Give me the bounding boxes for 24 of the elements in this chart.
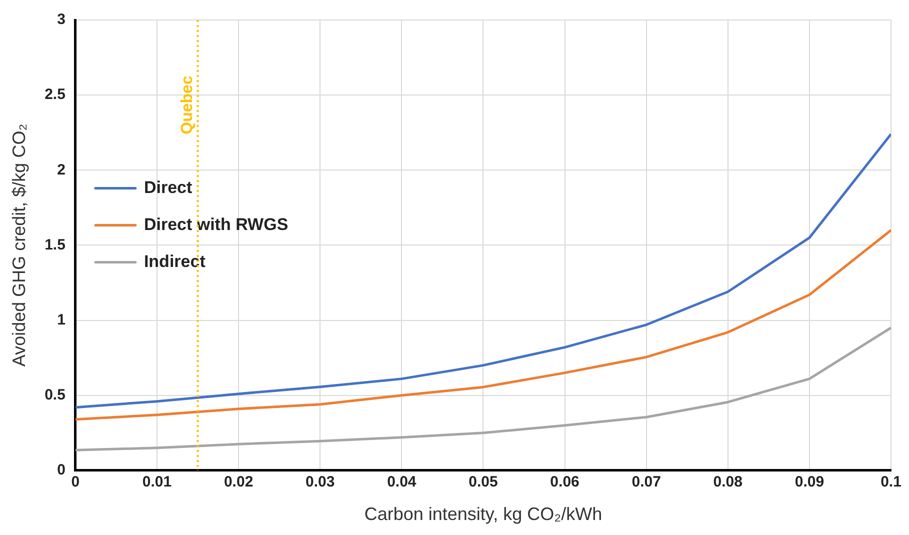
legend-label: Direct	[144, 178, 192, 197]
y-tick-label: 1.5	[44, 236, 66, 254]
y-tick-label: 0	[57, 462, 66, 479]
x-tick-label: 0.08	[713, 474, 742, 491]
x-tick-label: 0	[71, 474, 80, 491]
x-tick-label: 0.09	[794, 474, 824, 491]
x-tick-label: 0.05	[468, 474, 498, 491]
x-tick-label: 0.1	[880, 474, 902, 491]
x-tick-label: 0.02	[224, 474, 254, 491]
ref-line-label: Quebec	[179, 76, 196, 134]
y-tick-label: 1	[57, 311, 66, 328]
x-tick-label: 0.06	[550, 474, 580, 491]
y-axis-title: Avoided GHG credit, $/kg CO₂	[8, 124, 29, 367]
y-tick-label: 2.5	[44, 86, 66, 104]
legend-label: Indirect	[144, 252, 206, 271]
legend-label: Direct with RWGS	[144, 214, 288, 234]
y-tick-label: 0.5	[44, 386, 66, 404]
x-axis-title: Carbon intensity, kg CO₂/kWh	[364, 504, 602, 524]
x-tick-label: 0.04	[387, 474, 417, 491]
x-tick-label: 0.03	[306, 474, 335, 491]
y-tick-label: 3	[57, 11, 66, 28]
x-tick-label: 0.07	[632, 474, 661, 491]
y-tick-label: 2	[57, 161, 66, 178]
x-tick-label: 0.01	[142, 474, 172, 491]
